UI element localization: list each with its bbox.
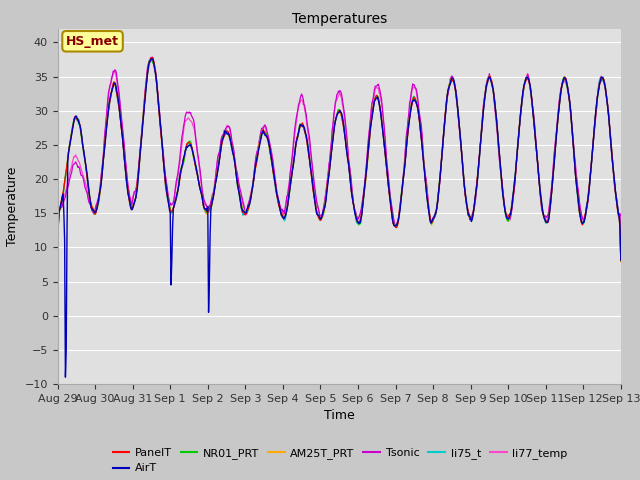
X-axis label: Time: Time (324, 409, 355, 422)
Title: Temperatures: Temperatures (292, 12, 387, 26)
Text: HS_met: HS_met (66, 35, 119, 48)
Y-axis label: Temperature: Temperature (6, 167, 19, 246)
Legend: PanelT, AirT, NR01_PRT, AM25T_PRT, Tsonic, li75_t, li77_temp: PanelT, AirT, NR01_PRT, AM25T_PRT, Tsoni… (108, 444, 572, 478)
